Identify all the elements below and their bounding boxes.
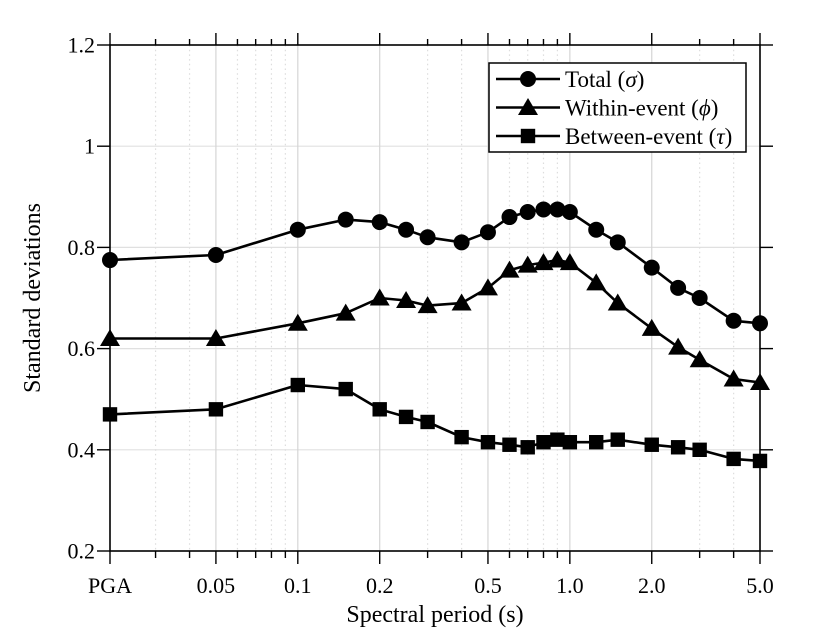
x-tick-label: 0.5 xyxy=(474,573,502,598)
legend-item-total: Total (σ) xyxy=(496,67,644,92)
marker-circle xyxy=(561,203,578,220)
marker-square xyxy=(398,409,414,425)
x-tick-label: 0.1 xyxy=(284,573,312,598)
marker-circle xyxy=(609,234,626,251)
marker-circle xyxy=(691,290,708,306)
marker-circle xyxy=(588,221,605,238)
marker-circle xyxy=(453,234,470,251)
marker-circle xyxy=(479,224,496,241)
y-tick-label: 0.4 xyxy=(68,437,96,462)
marker-square xyxy=(670,440,686,455)
marker-circle xyxy=(371,214,388,231)
plot-frame xyxy=(109,44,761,552)
marker-triangle xyxy=(335,303,356,321)
marker-triangle xyxy=(518,98,538,115)
marker-triangle xyxy=(287,313,308,331)
legend: Total (σ) Within-event (ϕ) Between-event (… xyxy=(488,62,747,153)
marker-square xyxy=(536,435,551,450)
marker-circle xyxy=(670,279,687,296)
marker-circle xyxy=(535,201,552,218)
y-tick-label: 0.2 xyxy=(68,539,96,564)
marker-square xyxy=(562,435,578,450)
x-tick-label: 5.0 xyxy=(746,573,774,598)
marker-square xyxy=(208,402,224,417)
marker-square xyxy=(502,437,517,452)
marker-square xyxy=(420,414,435,430)
marker-circle xyxy=(289,221,306,238)
y-axis-title: Standard deviations xyxy=(20,203,46,393)
marker-triangle xyxy=(477,278,498,296)
y-tick-label: 1.2 xyxy=(68,33,96,58)
marker-circle xyxy=(520,71,536,87)
tick-label-layer: PGA 0.05 0.1 0.2 0.5 1.0 2.0 5.0 0.2 0.4 0.6 0.8 1 1.… xyxy=(68,33,774,599)
marker-square xyxy=(520,128,536,144)
marker-triangle xyxy=(451,293,472,311)
marker-square xyxy=(290,377,306,393)
series-layer xyxy=(100,201,770,469)
marker-circle xyxy=(643,259,660,276)
marker-triangle xyxy=(205,328,226,346)
marker-square xyxy=(480,435,496,450)
marker-triangle xyxy=(547,250,568,268)
marker-triangle xyxy=(689,350,710,368)
legend-label-within-event: Within-event (ϕ) xyxy=(565,95,718,120)
marker-square xyxy=(610,432,625,447)
x-axis-title: Spectral period (s) xyxy=(346,602,523,628)
marker-triangle xyxy=(517,255,538,273)
marker-circle xyxy=(419,229,436,246)
y-tick-label: 0.6 xyxy=(68,336,96,361)
marker-triangle xyxy=(499,260,520,278)
marker-circle xyxy=(501,209,518,226)
marker-triangle xyxy=(586,273,607,291)
marker-circle xyxy=(398,221,415,238)
marker-triangle xyxy=(668,337,689,355)
marker-square xyxy=(726,451,741,467)
marker-triangle xyxy=(396,291,417,309)
marker-triangle xyxy=(417,296,438,314)
marker-square xyxy=(338,381,353,397)
marker-circle xyxy=(207,246,224,263)
x-tick-label: PGA xyxy=(88,573,132,598)
marker-square xyxy=(550,432,565,447)
marker-circle xyxy=(519,203,536,220)
series-between-event xyxy=(102,377,768,469)
x-tick-label: 0.05 xyxy=(197,573,236,598)
x-tick-label: 2.0 xyxy=(638,573,666,598)
marker-triangle xyxy=(723,369,744,387)
legend-label-total: Total (σ) xyxy=(565,67,644,92)
marker-square xyxy=(589,435,604,450)
marker-circle xyxy=(549,201,566,218)
y-tick-label: 1 xyxy=(84,134,95,159)
marker-square xyxy=(692,442,707,457)
marker-triangle xyxy=(369,288,390,306)
legend-item-within-event: Within-event (ϕ) xyxy=(496,95,718,120)
marker-triangle xyxy=(607,293,628,311)
series-total xyxy=(102,201,768,332)
marker-square xyxy=(644,437,659,452)
marker-triangle xyxy=(641,318,662,336)
y-tick-label: 0.8 xyxy=(68,235,96,260)
x-tick-label: 1.0 xyxy=(556,573,584,598)
x-tick-label: 0.2 xyxy=(366,573,394,598)
marker-square xyxy=(520,440,535,455)
marker-triangle xyxy=(559,253,580,271)
legend-label-between-event: Between-event (τ) xyxy=(565,124,732,149)
legend-item-between-event: Between-event (τ) xyxy=(496,124,732,149)
marker-circle xyxy=(337,211,354,228)
marker-circle xyxy=(725,312,742,329)
marker-square xyxy=(454,429,469,445)
axis-layer xyxy=(97,33,773,564)
marker-square xyxy=(372,402,387,417)
